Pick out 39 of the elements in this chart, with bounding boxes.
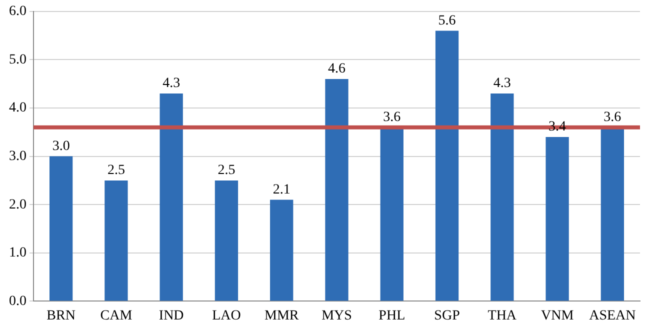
bar [600,127,624,301]
y-tick-label: 6.0 [9,4,26,20]
data-label: 4.3 [493,76,511,92]
bar [214,180,238,301]
x-tick-label: MMR [264,308,300,324]
x-tick-label: ASEAN [589,308,636,324]
bar [49,156,73,301]
data-label: 3.0 [52,138,70,154]
x-tick-label: PHL [378,308,406,324]
data-label: 5.6 [438,13,456,28]
bar [546,136,569,301]
x-tick-label: VNM [540,308,574,324]
bar [270,200,294,301]
y-tick-label: 4.0 [9,100,26,116]
x-tick-label: IND [158,308,184,324]
x-tick-label: SGP [434,308,460,324]
bar [435,30,459,301]
data-label: 4.3 [162,76,180,92]
bar [160,94,183,301]
data-label: 2.5 [218,163,236,178]
bar [325,79,348,301]
x-tick-label: LAO [212,308,241,324]
y-tick-label: 2.0 [9,197,26,212]
x-tick-label: THA [488,308,518,324]
bar [490,94,514,301]
y-tick-label: 1.0 [9,246,26,261]
y-tick-label: 3.0 [9,148,26,164]
data-label: 2.1 [272,182,290,198]
y-tick-label: 5.0 [9,52,26,68]
x-tick-label: BRN [46,308,76,324]
data-label: 2.5 [107,163,125,178]
x-tick-label: MYS [322,308,352,324]
y-tick-label: 0.0 [9,294,26,309]
bar [380,127,404,301]
bar [104,180,128,301]
data-label: 3.6 [383,110,401,125]
data-label: 3.6 [604,110,622,125]
data-label: 4.6 [328,62,346,77]
x-tick-label: CAM [100,308,133,324]
